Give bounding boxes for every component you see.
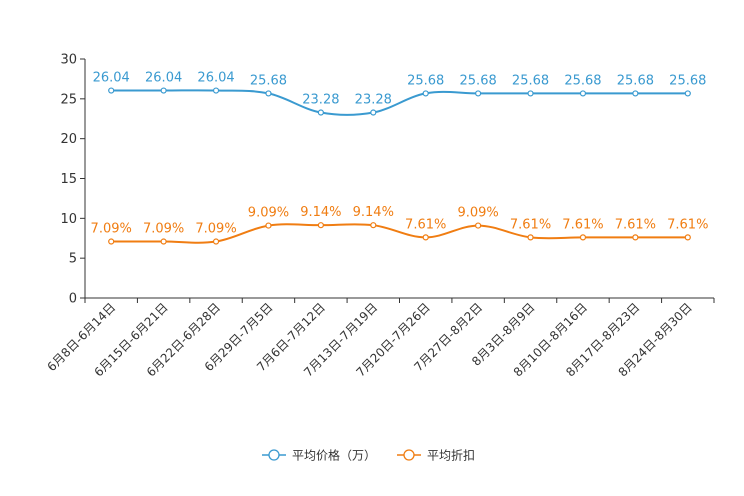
data-label: 7.61%	[667, 217, 708, 232]
data-point	[632, 234, 639, 241]
data-label: 9.14%	[353, 205, 394, 220]
data-point	[212, 238, 220, 245]
y-tick-label: 5	[69, 252, 77, 267]
data-point	[370, 222, 377, 229]
data-label: 7.09%	[195, 222, 236, 237]
data-point	[632, 90, 639, 97]
data-point	[160, 238, 167, 245]
data-label: 23.28	[302, 93, 339, 108]
data-label: 25.68	[617, 73, 654, 88]
data-label: 25.68	[407, 73, 444, 88]
data-label: 7.09%	[91, 222, 132, 237]
legend-marker	[268, 449, 280, 461]
data-label: 23.28	[355, 93, 392, 108]
y-tick-label: 10	[60, 212, 77, 227]
data-point	[684, 90, 691, 97]
data-point	[212, 87, 220, 94]
data-point	[684, 234, 691, 241]
data-label: 7.61%	[510, 217, 551, 232]
series-line-2	[111, 223, 688, 244]
data-label: 25.68	[564, 73, 601, 88]
data-label: 25.68	[512, 73, 549, 88]
data-label: 9.09%	[457, 206, 498, 221]
data-label: 7.09%	[143, 222, 184, 237]
data-point	[422, 90, 429, 97]
legend-label: 平均折扣	[427, 448, 475, 463]
y-tick-label: 15	[60, 172, 77, 187]
data-label: 25.68	[669, 73, 706, 88]
data-label: 26.04	[93, 71, 130, 86]
data-point	[108, 238, 115, 245]
chart-data-labels: 26.04 26.04 26.04 25.68 23.28 23.28 25.68 25.68…	[91, 71, 709, 237]
legend-item-1[interactable]: 平均价格（万）	[262, 448, 376, 463]
data-label: 26.04	[145, 71, 182, 86]
data-point	[579, 234, 587, 241]
data-point	[265, 222, 272, 229]
data-point	[579, 90, 587, 97]
chart-series	[108, 87, 691, 245]
data-point	[265, 90, 272, 97]
data-label: 25.68	[250, 73, 287, 88]
data-point	[527, 90, 534, 97]
data-label: 9.09%	[248, 206, 289, 221]
data-point	[370, 109, 377, 116]
legend-label: 平均价格（万）	[292, 448, 376, 463]
data-point	[317, 109, 324, 116]
legend-item-2[interactable]: 平均折扣	[397, 448, 475, 463]
data-label: 7.61%	[405, 217, 446, 232]
data-label: 7.61%	[562, 217, 603, 232]
y-tick-label: 20	[60, 132, 77, 147]
data-label: 9.14%	[300, 205, 341, 220]
data-point	[317, 222, 324, 229]
legend-marker	[403, 449, 415, 461]
data-point	[160, 87, 167, 94]
data-point	[475, 222, 482, 229]
data-label: 7.61%	[615, 217, 656, 232]
y-tick-label: 25	[60, 92, 77, 107]
data-point	[422, 234, 429, 241]
series-line-1	[111, 89, 688, 117]
data-label: 26.04	[197, 71, 234, 86]
data-point	[527, 234, 534, 241]
y-tick-label: 0	[69, 292, 77, 307]
data-point	[475, 90, 482, 97]
data-label: 25.68	[460, 73, 497, 88]
y-tick-label: 30	[60, 53, 77, 68]
data-point	[108, 87, 115, 94]
chart-legend[interactable]: 平均价格（万） 平均折扣	[262, 448, 475, 463]
